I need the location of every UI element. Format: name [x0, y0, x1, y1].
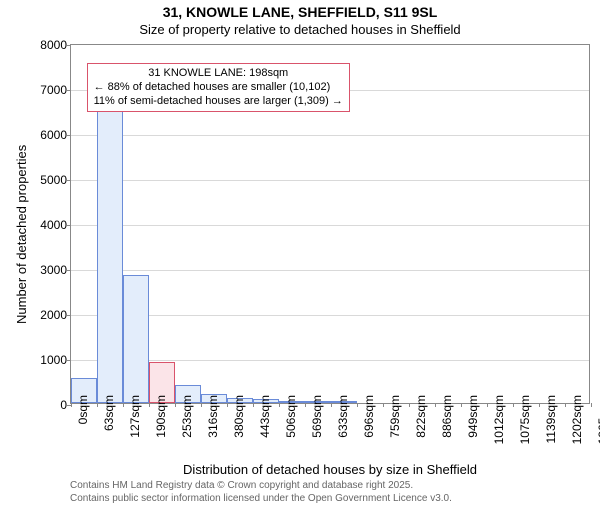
- y-tick-label: 2000: [35, 308, 67, 322]
- y-tick-mark: [67, 90, 71, 91]
- x-tick-label: 0sqm: [76, 395, 90, 424]
- x-tick-label: 886sqm: [440, 395, 454, 438]
- grid-line: [71, 180, 589, 181]
- x-tick-mark: [201, 403, 202, 407]
- x-tick-mark: [461, 403, 462, 407]
- x-tick-label: 190sqm: [154, 395, 168, 438]
- x-tick-label: 633sqm: [336, 395, 350, 438]
- x-tick-mark: [487, 403, 488, 407]
- x-tick-mark: [513, 403, 514, 407]
- x-tick-mark: [591, 403, 592, 407]
- chart-container: 31, KNOWLE LANE, SHEFFIELD, S11 9SL Size…: [0, 0, 600, 500]
- x-tick-label: 696sqm: [362, 395, 376, 438]
- x-tick-label: 1012sqm: [492, 395, 506, 444]
- x-tick-mark: [279, 403, 280, 407]
- y-tick-mark: [67, 135, 71, 136]
- x-tick-mark: [149, 403, 150, 407]
- annotation-line-2: ← 88% of detached houses are smaller (10…: [94, 81, 343, 95]
- histogram-bar: [123, 275, 149, 403]
- grid-line: [71, 225, 589, 226]
- x-tick-mark: [71, 403, 72, 407]
- attribution-line-1: Contains HM Land Registry data © Crown c…: [70, 480, 452, 493]
- y-tick-label: 3000: [35, 263, 67, 277]
- x-tick-mark: [227, 403, 228, 407]
- histogram-bar: [97, 111, 123, 404]
- chart-title-sub: Size of property relative to detached ho…: [0, 22, 600, 37]
- annotation-line-1: 31 KNOWLE LANE: 198sqm: [94, 67, 343, 81]
- x-tick-label: 759sqm: [388, 395, 402, 438]
- x-tick-mark: [409, 403, 410, 407]
- y-tick-mark: [67, 315, 71, 316]
- y-tick-label: 5000: [35, 173, 67, 187]
- y-tick-mark: [67, 225, 71, 226]
- x-tick-mark: [539, 403, 540, 407]
- x-tick-mark: [435, 403, 436, 407]
- x-tick-mark: [123, 403, 124, 407]
- x-tick-label: 1265sqm: [596, 395, 600, 444]
- chart-title-main: 31, KNOWLE LANE, SHEFFIELD, S11 9SL: [0, 4, 600, 20]
- grid-line: [71, 135, 589, 136]
- y-tick-label: 7000: [35, 83, 67, 97]
- x-tick-mark: [97, 403, 98, 407]
- x-tick-label: 822sqm: [414, 395, 428, 438]
- x-tick-label: 1202sqm: [570, 395, 584, 444]
- x-tick-label: 316sqm: [206, 395, 220, 438]
- y-tick-label: 4000: [35, 218, 67, 232]
- x-tick-label: 443sqm: [258, 395, 272, 438]
- x-tick-label: 63sqm: [102, 395, 116, 431]
- x-tick-mark: [357, 403, 358, 407]
- x-tick-label: 1075sqm: [518, 395, 532, 444]
- x-tick-mark: [305, 403, 306, 407]
- x-axis-label: Distribution of detached houses by size …: [70, 462, 590, 477]
- plot-area: 0100020003000400050006000700080000sqm63s…: [70, 44, 590, 404]
- x-tick-mark: [565, 403, 566, 407]
- y-tick-label: 6000: [35, 128, 67, 142]
- x-tick-label: 569sqm: [310, 395, 324, 438]
- x-tick-label: 380sqm: [232, 395, 246, 438]
- x-tick-label: 1139sqm: [544, 395, 558, 443]
- x-tick-label: 949sqm: [466, 395, 480, 438]
- x-tick-mark: [175, 403, 176, 407]
- attribution-line-2: Contains public sector information licen…: [70, 493, 452, 505]
- x-tick-mark: [331, 403, 332, 407]
- attribution: Contains HM Land Registry data © Crown c…: [70, 480, 452, 505]
- y-tick-label: 1000: [35, 353, 67, 367]
- y-tick-mark: [67, 270, 71, 271]
- x-tick-mark: [253, 403, 254, 407]
- y-tick-label: 8000: [35, 38, 67, 52]
- x-tick-mark: [383, 403, 384, 407]
- y-tick-label: 0: [35, 398, 67, 412]
- y-tick-mark: [67, 45, 71, 46]
- x-tick-label: 506sqm: [284, 395, 298, 438]
- y-tick-mark: [67, 180, 71, 181]
- x-tick-label: 127sqm: [128, 395, 142, 438]
- grid-line: [71, 270, 589, 271]
- annotation-box: 31 KNOWLE LANE: 198sqm← 88% of detached …: [87, 63, 350, 112]
- y-tick-mark: [67, 360, 71, 361]
- annotation-line-3: 11% of semi-detached houses are larger (…: [94, 95, 343, 109]
- y-axis-label: Number of detached properties: [14, 145, 29, 324]
- x-tick-label: 253sqm: [180, 395, 194, 438]
